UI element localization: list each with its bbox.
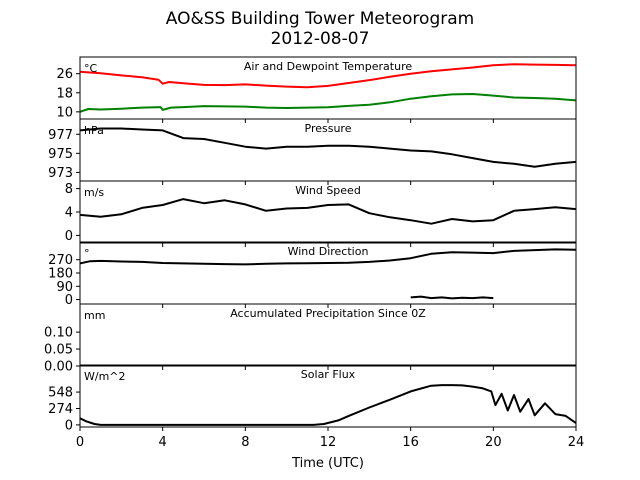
series-line-temperature-1 bbox=[80, 93, 576, 113]
panel-unit-solar_flux: W/m^2 bbox=[84, 370, 126, 383]
figure-title: AO&SS Building Tower Meteorogram bbox=[166, 9, 474, 29]
y-tick-label-wind_direction: 180 bbox=[48, 267, 73, 282]
y-tick-label-solar_flux: 274 bbox=[48, 402, 73, 417]
panel-title-wind_speed: Wind Speed bbox=[295, 184, 361, 197]
panel-title-wind_direction: Wind Direction bbox=[288, 245, 369, 258]
x-tick-label: 24 bbox=[568, 435, 585, 450]
panel-title-solar_flux: Solar Flux bbox=[301, 368, 356, 381]
y-tick-label-pressure: 973 bbox=[48, 166, 73, 181]
panel-pressure: 973 975 977 Pressure hPa bbox=[48, 118, 577, 182]
panel-title-pressure: Pressure bbox=[305, 122, 352, 135]
x-tick-label: 8 bbox=[241, 435, 249, 450]
y-tick-label-precipitation: 0.00 bbox=[44, 360, 73, 375]
y-tick-label-wind_speed: 8 bbox=[65, 182, 73, 197]
x-axis: 0 4 8 12 16 20 24 bbox=[76, 119, 584, 450]
x-tick-label: 4 bbox=[159, 435, 167, 450]
y-tick-label-wind_direction: 270 bbox=[48, 253, 73, 268]
figure-subtitle: 2012-08-07 bbox=[271, 29, 370, 49]
series-line-temperature-0 bbox=[80, 63, 576, 89]
panel-title-temperature: Air and Dewpoint Temperature bbox=[244, 60, 412, 73]
x-tick-label: 16 bbox=[402, 435, 419, 450]
series-line-pressure-0 bbox=[80, 127, 576, 168]
x-tick-label: 20 bbox=[485, 435, 502, 450]
y-tick-label-wind_speed: 0 bbox=[65, 229, 73, 244]
series-line-wind_direction-0 bbox=[80, 248, 576, 266]
y-tick-label-wind_direction: 0 bbox=[65, 293, 73, 308]
y-tick-label-solar_flux: 548 bbox=[48, 386, 73, 401]
series-line-wind_direction-1 bbox=[410, 295, 494, 300]
panel-title-precipitation: Accumulated Precipitation Since 0Z bbox=[230, 307, 426, 320]
y-tick-label-wind_direction: 90 bbox=[56, 280, 73, 295]
panel-temperature: 10 18 26 Air and Dewpoint Temperature °C bbox=[56, 56, 577, 120]
y-tick-label-solar_flux: 0 bbox=[65, 418, 73, 433]
panel-unit-wind_direction: ° bbox=[84, 247, 90, 260]
panel-unit-pressure: hPa bbox=[84, 124, 104, 137]
x-axis-label: Time (UTC) bbox=[291, 456, 364, 471]
y-tick-label-precipitation: 0.05 bbox=[44, 343, 73, 358]
x-tick-label: 0 bbox=[76, 435, 84, 450]
y-tick-label-wind_speed: 4 bbox=[65, 206, 73, 221]
series-line-wind_speed-0 bbox=[80, 198, 576, 225]
y-tick-label-temperature: 18 bbox=[56, 86, 73, 101]
y-tick-label-precipitation: 0.10 bbox=[44, 326, 73, 341]
y-tick-label-temperature: 10 bbox=[56, 105, 73, 120]
panel-unit-temperature: °C bbox=[84, 62, 98, 75]
x-tick-label: 12 bbox=[320, 435, 337, 450]
y-tick-label-pressure: 975 bbox=[48, 147, 73, 162]
y-tick-label-temperature: 26 bbox=[56, 67, 73, 82]
panel-unit-wind_speed: m/s bbox=[84, 186, 104, 199]
y-tick-label-pressure: 977 bbox=[48, 128, 73, 143]
panel-unit-precipitation: mm bbox=[84, 309, 105, 322]
panel-precipitation: 0.00 0.05 0.10 Accumulated Precipitation Si… bbox=[44, 303, 577, 375]
series-line-solar_flux-0 bbox=[80, 384, 576, 426]
